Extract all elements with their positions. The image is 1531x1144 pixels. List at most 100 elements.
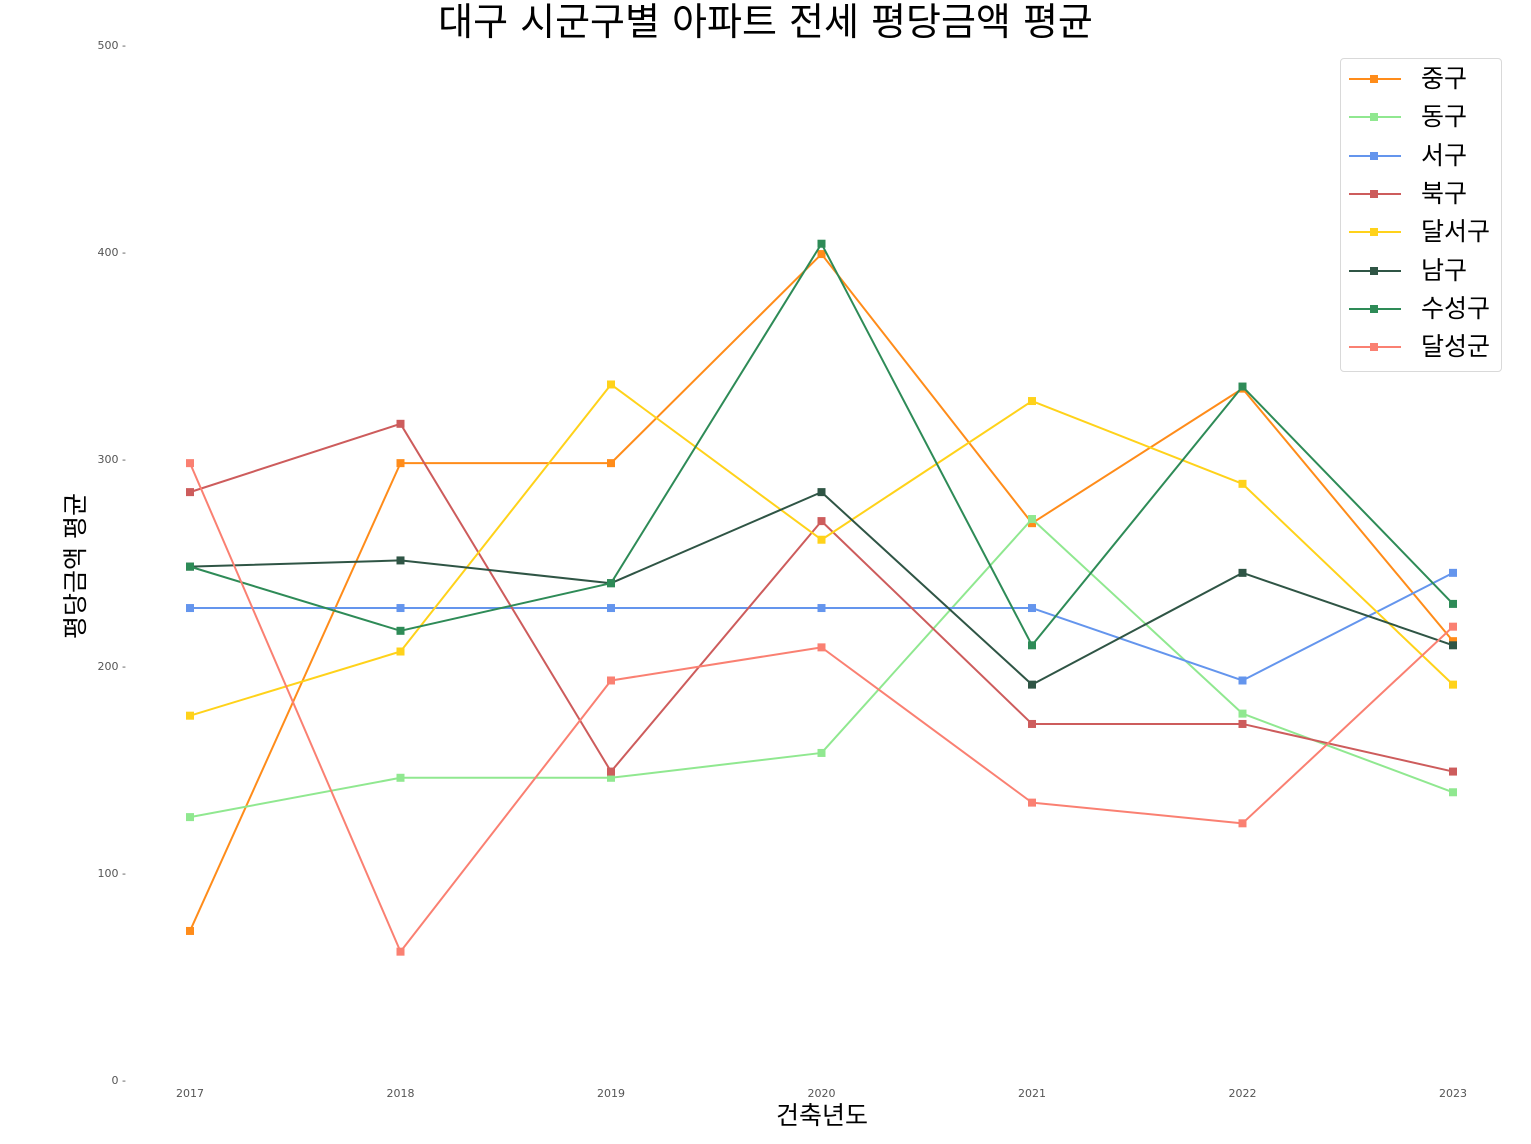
series-line <box>190 571 1454 682</box>
data-point <box>607 579 615 588</box>
data-point <box>1449 788 1457 797</box>
data-point <box>396 647 405 656</box>
data-point <box>607 676 615 685</box>
legend-item: 달성군 <box>1341 329 1501 365</box>
data-point <box>1238 382 1247 391</box>
series-7 <box>186 239 1457 650</box>
series-line <box>189 518 1454 819</box>
series-layer <box>186 239 1457 956</box>
data-point <box>817 604 826 613</box>
data-point <box>396 773 405 782</box>
x-axis: 2017 2018 2019 2020 2021 2022 2023 <box>176 1087 1467 1100</box>
data-point <box>1449 680 1457 689</box>
data-point <box>186 813 194 822</box>
y-tick-label: 100 - <box>98 867 126 880</box>
legend-label: 동구 <box>1421 102 1468 132</box>
legend-label: 수성구 <box>1421 293 1491 323</box>
data-point <box>1449 767 1457 776</box>
x-tick-label: 2022 <box>1229 1087 1257 1100</box>
data-point <box>1028 680 1036 689</box>
data-point <box>1449 637 1457 646</box>
data-point <box>607 380 615 389</box>
data-point <box>1449 622 1457 631</box>
data-point <box>186 459 194 468</box>
legend-marker <box>1370 189 1378 198</box>
y-tick-label: 400 - <box>98 246 126 259</box>
x-tick-label: 2017 <box>176 1087 204 1100</box>
data-point <box>396 947 405 956</box>
data-point <box>1238 479 1247 488</box>
legend-label: 서구 <box>1421 140 1468 170</box>
legend-marker <box>1370 151 1378 160</box>
chart-title: 대구 시군구별 아파트 전세 평당금액 평균 <box>438 0 1093 44</box>
data-point <box>607 773 615 782</box>
data-point <box>817 517 826 526</box>
legend-item: 서구 <box>1341 138 1501 174</box>
series-2 <box>186 515 1457 822</box>
y-tick-label: 300 - <box>98 453 126 466</box>
data-point <box>396 556 405 565</box>
legend-item: 북구 <box>1341 176 1501 212</box>
x-tick-label: 2023 <box>1439 1087 1467 1100</box>
legend-item: 남구 <box>1341 253 1501 289</box>
series-1 <box>186 250 1457 935</box>
x-tick-label: 2021 <box>1018 1087 1046 1100</box>
series-line <box>189 253 1454 932</box>
data-point <box>607 459 615 468</box>
data-point <box>186 604 194 613</box>
legend-marker <box>1370 304 1378 313</box>
data-point <box>817 643 826 652</box>
legend-label: 달서구 <box>1421 217 1491 247</box>
y-axis: 0 - 100 - 200 - 300 - 400 - 500 - <box>98 39 126 1087</box>
legend-item: 동구 <box>1341 99 1501 135</box>
y-tick-label: 200 - <box>98 660 126 673</box>
legend-item: 중구 <box>1341 61 1501 97</box>
series-8 <box>186 459 1457 956</box>
data-point <box>186 926 194 935</box>
legend-marker <box>1370 343 1378 352</box>
data-point <box>607 604 615 613</box>
x-tick-label: 2019 <box>597 1087 625 1100</box>
data-point <box>186 711 194 720</box>
series-4 <box>186 419 1457 776</box>
data-point <box>186 562 194 571</box>
data-point <box>1028 604 1036 613</box>
legend-label: 남구 <box>1421 255 1468 285</box>
data-point <box>1028 798 1036 807</box>
series-3 <box>186 568 1457 685</box>
data-point <box>817 239 826 248</box>
x-axis-label: 건축년도 <box>775 1101 868 1130</box>
data-point <box>1238 819 1247 828</box>
data-point <box>1028 515 1036 524</box>
series-line <box>189 383 1454 717</box>
legend-label: 달성군 <box>1421 332 1491 362</box>
data-point <box>1238 568 1247 577</box>
x-tick-label: 2020 <box>808 1087 836 1100</box>
x-tick-label: 2018 <box>387 1087 415 1100</box>
data-point <box>817 250 826 259</box>
series-line <box>189 422 1454 773</box>
legend-marker <box>1370 75 1378 83</box>
legend-marker <box>1370 228 1378 237</box>
data-point <box>607 767 615 776</box>
data-point <box>1028 641 1036 650</box>
legend-label: 중구 <box>1421 64 1468 93</box>
data-point <box>1028 519 1036 528</box>
data-point <box>1449 641 1457 650</box>
data-point <box>1449 568 1457 577</box>
data-point <box>1449 599 1457 608</box>
data-point <box>1028 397 1036 406</box>
data-point <box>186 488 194 497</box>
data-point <box>396 419 405 428</box>
data-point <box>817 535 826 544</box>
data-point <box>817 748 826 757</box>
legend-marker <box>1370 266 1378 275</box>
data-point <box>1028 719 1036 728</box>
data-point <box>1238 709 1247 718</box>
legend-item: 수성구 <box>1341 291 1501 327</box>
data-point <box>396 459 405 468</box>
y-tick-label: 0 - <box>112 1074 126 1087</box>
